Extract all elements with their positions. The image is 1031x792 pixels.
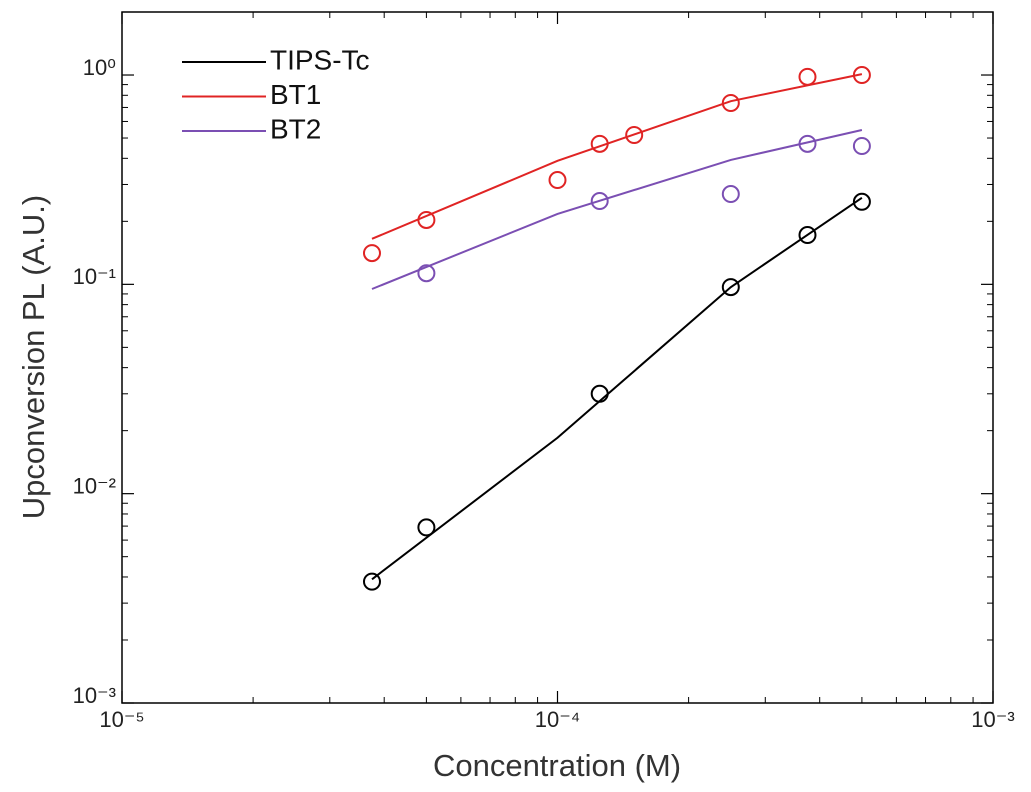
x-axis-label: Concentration (M) xyxy=(433,748,681,783)
legend-label: TIPS-Tc xyxy=(270,44,370,75)
data-point xyxy=(852,192,871,211)
data-point xyxy=(625,125,644,144)
x-tick-label: 10⁻³ xyxy=(971,707,1014,732)
y-tick-label: 10⁻² xyxy=(73,473,116,498)
data-point xyxy=(417,210,436,229)
data-point xyxy=(798,134,817,153)
fit-line xyxy=(371,73,863,240)
data-point xyxy=(417,518,436,537)
y-axis-label: Upconversion PL (A.U.) xyxy=(16,195,51,519)
data-point xyxy=(362,572,381,591)
y-tick-label: 10⁻¹ xyxy=(73,264,116,289)
data-point xyxy=(721,185,740,204)
y-tick-label: 10⁰ xyxy=(83,55,116,80)
legend-label: BT2 xyxy=(270,113,321,144)
x-tick-label: 10⁻⁵ xyxy=(99,707,144,732)
data-point xyxy=(852,137,871,156)
data-point xyxy=(721,278,740,297)
data-point xyxy=(852,66,871,85)
data-point xyxy=(798,67,817,86)
data-point xyxy=(590,192,609,211)
data-point xyxy=(362,244,381,263)
legend-label: BT1 xyxy=(270,79,321,110)
y-tick-label: 10⁻³ xyxy=(73,683,116,708)
data-point xyxy=(590,384,609,403)
fit-line xyxy=(371,197,863,581)
x-tick-label: 10⁻⁴ xyxy=(535,707,581,732)
data-point xyxy=(417,264,436,283)
fit-line xyxy=(371,129,863,290)
data-point xyxy=(798,226,817,245)
data-point xyxy=(590,134,609,153)
data-point xyxy=(548,171,567,190)
plot-frame xyxy=(121,11,994,704)
data-point xyxy=(721,94,740,113)
